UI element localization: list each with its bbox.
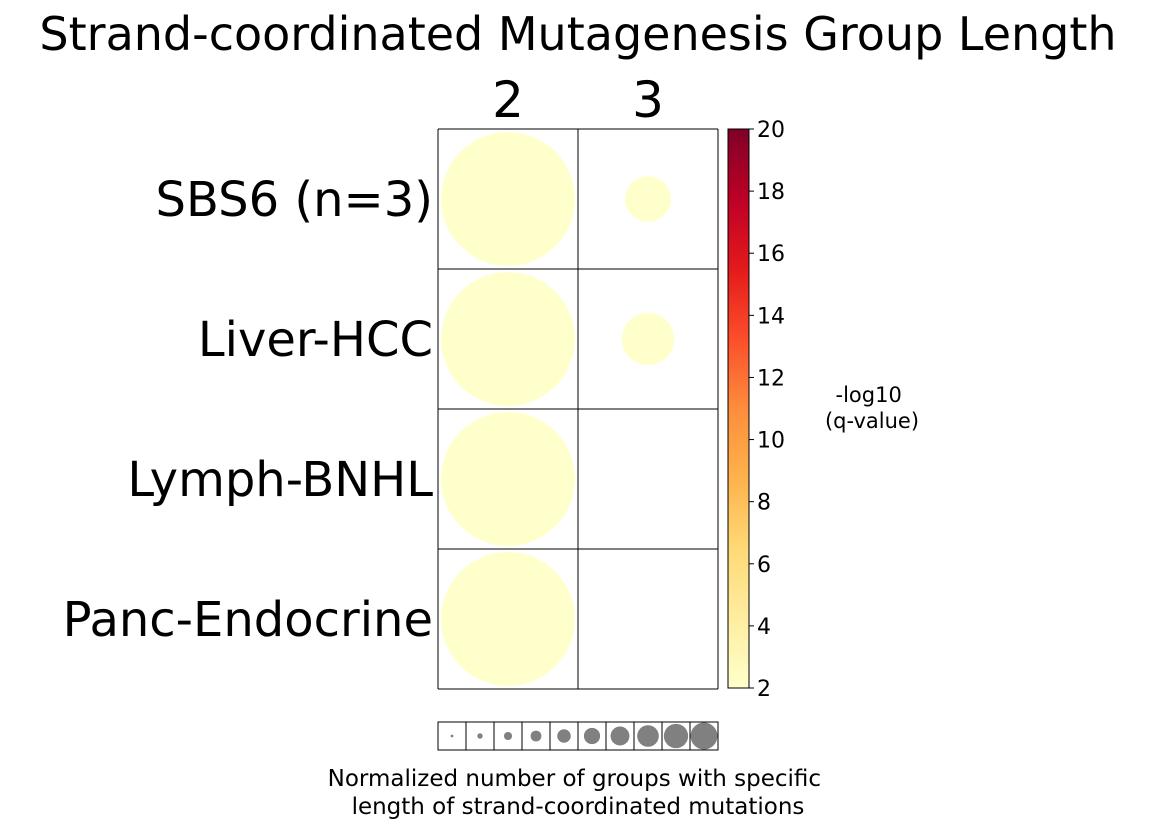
row-label-liver-hcc: Liver-HCC	[198, 312, 433, 368]
bubble-liver-hcc-3	[621, 312, 675, 366]
colorbar-tick-label-6: 6	[757, 553, 771, 578]
bubble-sbs6-n-3-3	[625, 176, 671, 222]
column-label-3: 3	[632, 71, 664, 129]
bubble-liver-hcc-2	[441, 272, 575, 406]
colorbar-tick-label-2: 2	[757, 677, 771, 702]
colorbar-tick-label-20: 20	[757, 118, 785, 143]
bubble-panc-endocrine-2	[441, 552, 575, 686]
size-legend-bubble	[690, 722, 718, 750]
row-labels: SBS6 (n=3) Liver-HCC Lymph-BNHL Panc-Endocr…	[63, 172, 434, 648]
size-legend-label: Normalized number of groups with specifi…	[328, 766, 829, 820]
column-label-2: 2	[492, 71, 524, 129]
colorbar-tick-label-8: 8	[757, 491, 771, 516]
colorbar-tick-label-14: 14	[757, 304, 785, 329]
size-legend-cell	[689, 721, 719, 751]
size-legend-label-line-1: Normalized number of groups with specifi…	[328, 766, 821, 792]
colorbar-tick-label-4: 4	[757, 615, 771, 640]
row-label-panc-endocrine: Panc-Endocrine	[63, 592, 433, 648]
colorbar-tick-label-18: 18	[757, 180, 785, 205]
size-legend-bubble	[637, 725, 659, 747]
row-label-sbs6-n-3: SBS6 (n=3)	[156, 172, 433, 228]
row-label-lymph-bnhl: Lymph-BNHL	[127, 452, 433, 508]
colorbar: 2 4 6 8 10 12 14 16 18 20 -log10 (q-value)	[727, 118, 919, 702]
size-legend-label-line-2: length of strand-coordinated mutations	[352, 794, 805, 820]
size-legend-bubble	[530, 730, 542, 742]
size-legend-bubble	[663, 723, 689, 749]
colorbar-label: -log10 (q-value)	[825, 383, 919, 433]
colorbar-label-line-2: (q-value)	[825, 409, 919, 433]
colorbar-bar	[727, 128, 750, 689]
size-legend-bubble	[557, 729, 571, 743]
chart-title: Strand-coordinated Mutagenesis Group Len…	[39, 7, 1116, 61]
colorbar-tick-label-16: 16	[757, 242, 785, 267]
grid	[437, 128, 719, 690]
bubbles	[441, 132, 675, 686]
size-legend-bubble	[583, 727, 601, 745]
size-legend-bubble	[610, 726, 630, 746]
size-legend	[437, 721, 719, 751]
bubble-lymph-bnhl-2	[441, 412, 575, 546]
colorbar-tick-label-12: 12	[757, 366, 785, 391]
colorbar-tick-label-10: 10	[757, 429, 785, 454]
size-legend-bubble	[450, 734, 454, 738]
colorbar-label-line-1: -log10	[836, 383, 902, 407]
bubble-sbs6-n-3-2	[441, 132, 575, 266]
size-legend-bubble	[477, 733, 483, 739]
colorbar-ticks: 2 4 6 8 10 12 14 16 18 20	[749, 118, 785, 702]
size-legend-bubble	[503, 731, 513, 741]
